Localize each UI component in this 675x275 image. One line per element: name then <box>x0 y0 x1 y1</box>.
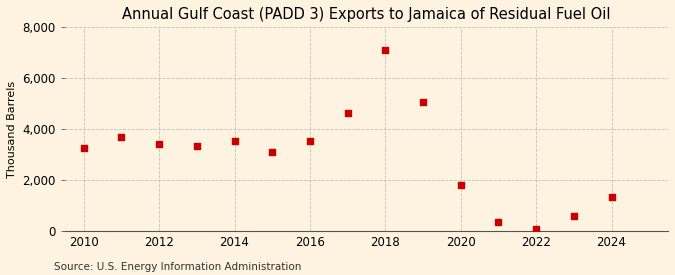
Point <box>493 220 504 224</box>
Y-axis label: Thousand Barrels: Thousand Barrels <box>7 81 17 178</box>
Point <box>531 227 541 231</box>
Point <box>606 194 617 199</box>
Point <box>304 138 315 143</box>
Point <box>192 144 202 148</box>
Point <box>229 138 240 143</box>
Title: Annual Gulf Coast (PADD 3) Exports to Jamaica of Residual Fuel Oil: Annual Gulf Coast (PADD 3) Exports to Ja… <box>122 7 611 22</box>
Point <box>154 142 165 147</box>
Point <box>116 134 127 139</box>
Point <box>456 183 466 187</box>
Point <box>568 213 579 218</box>
Point <box>380 48 391 53</box>
Point <box>267 150 277 154</box>
Text: Source: U.S. Energy Information Administration: Source: U.S. Energy Information Administ… <box>54 262 301 272</box>
Point <box>418 100 429 104</box>
Point <box>342 110 353 115</box>
Point <box>78 146 89 150</box>
